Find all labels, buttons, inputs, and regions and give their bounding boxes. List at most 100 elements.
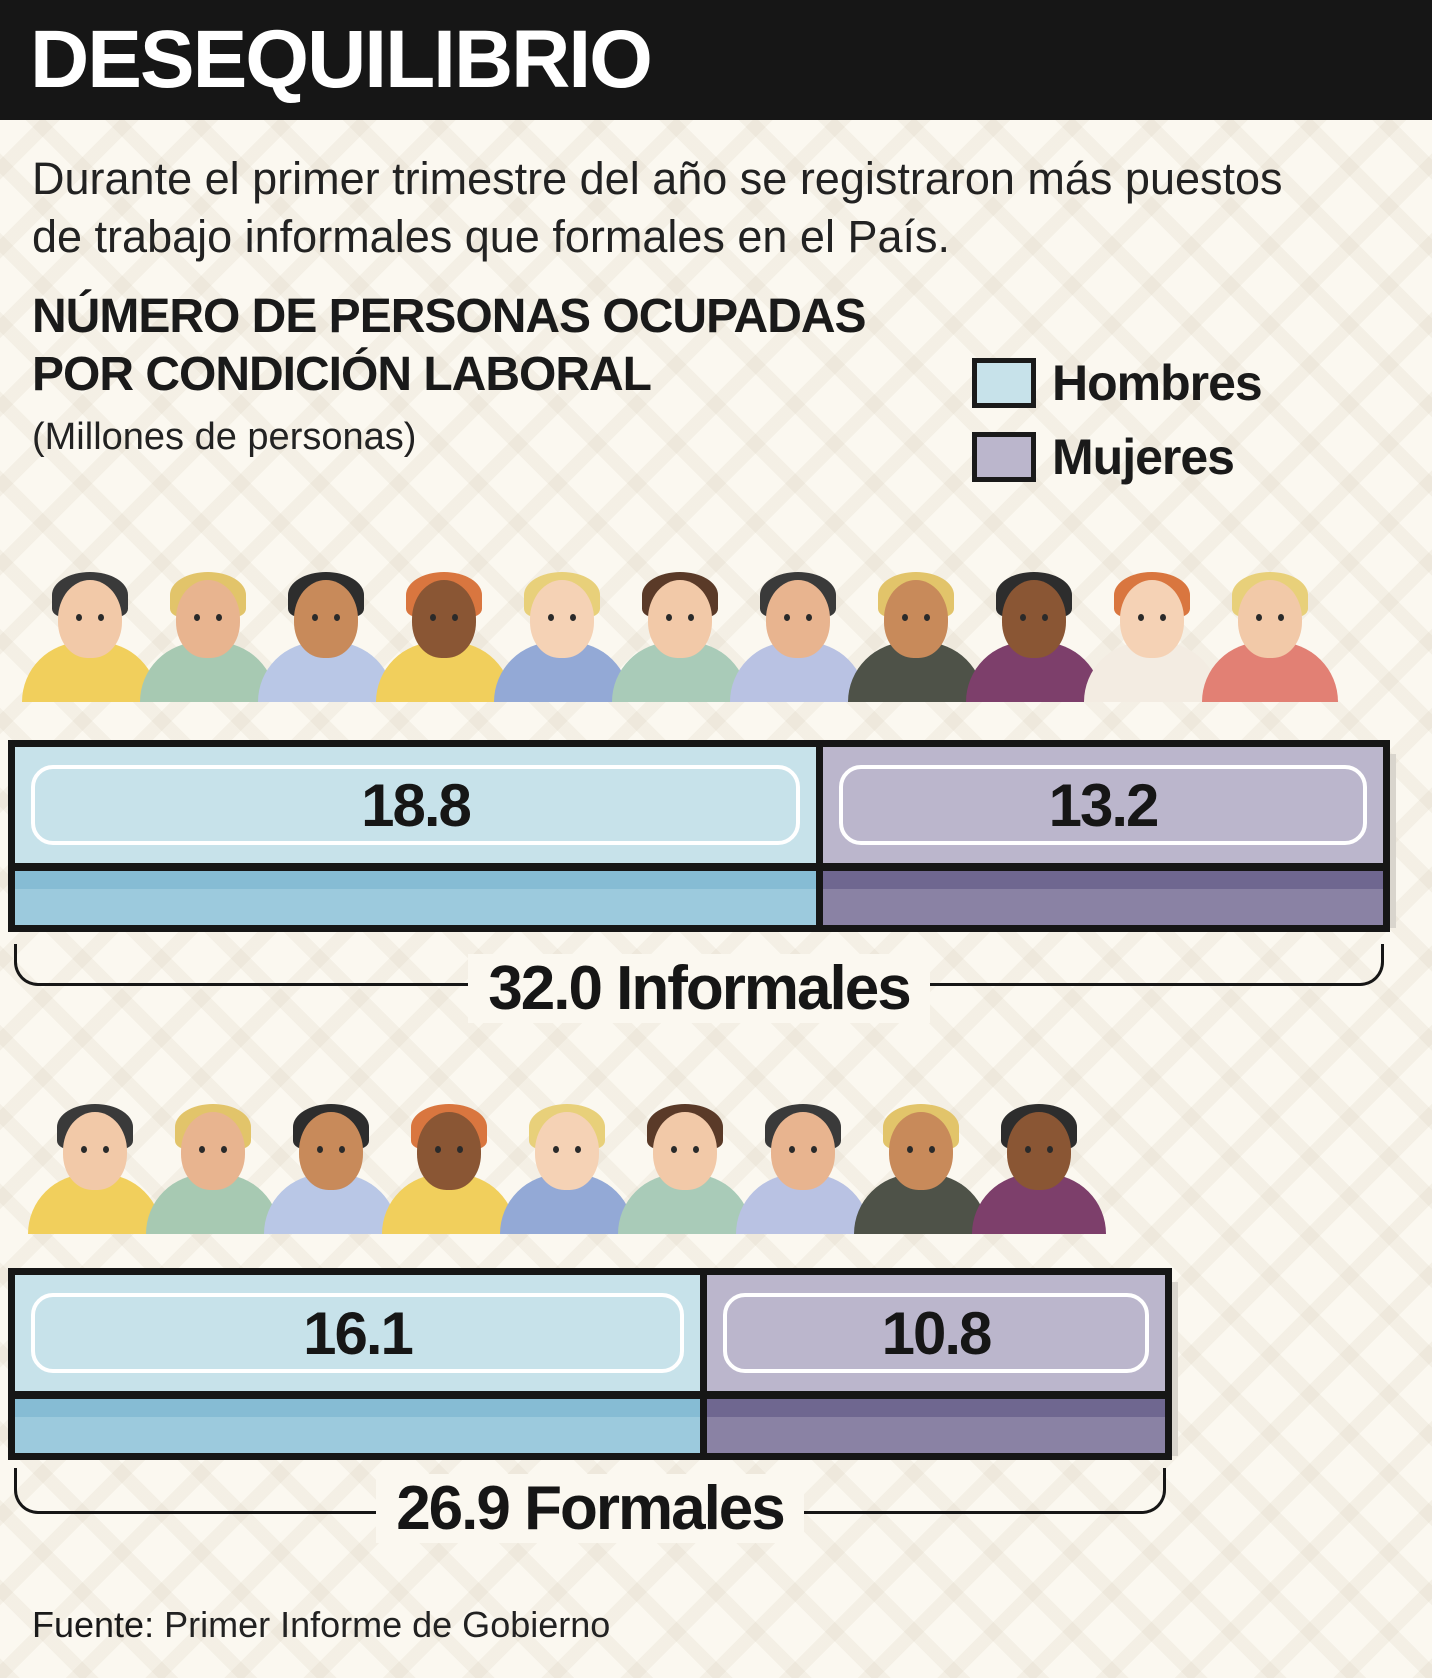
person-figure <box>736 1100 870 1252</box>
bar-group-formales: 16.1 10.8 26.9 Formales <box>0 1268 1432 1543</box>
person-eye <box>339 1146 345 1153</box>
person-eye <box>806 614 812 621</box>
page-title: DESEQUILIBRIO <box>30 14 653 105</box>
person-figure <box>1084 560 1220 720</box>
legend-label-mujeres: Mujeres <box>1052 429 1235 485</box>
person-head <box>771 1112 835 1190</box>
person-head <box>412 580 476 658</box>
person-head <box>63 1112 127 1190</box>
person-eye <box>553 1146 559 1153</box>
person-eye <box>1278 614 1284 621</box>
person-eye <box>98 614 104 621</box>
legend-item-hombres: Hombres <box>972 346 1263 420</box>
intro-text: Durante el primer trimestre del año se r… <box>32 153 1283 262</box>
total-label-formales: 26.9 Formales <box>14 1474 1166 1544</box>
person-figure <box>730 560 866 720</box>
person-head <box>653 1112 717 1190</box>
people-illustration-formales <box>0 1100 1432 1270</box>
person-figure <box>612 560 748 720</box>
people-illustration-informales <box>0 560 1432 746</box>
source-note: Fuente: Primer Informe de Gobierno <box>32 1604 610 1646</box>
legend-item-mujeres: Mujeres <box>972 420 1262 494</box>
person-figure <box>382 1100 516 1252</box>
person-eye <box>575 1146 581 1153</box>
bar-mujeres-informales-stripe <box>823 871 1383 889</box>
person-head <box>1002 580 1066 658</box>
source-text: Primer Informe de Gobierno <box>154 1604 611 1645</box>
person-head <box>535 1112 599 1190</box>
person-eye <box>789 1146 795 1153</box>
person-figure <box>264 1100 398 1252</box>
person-eye <box>1047 1146 1053 1153</box>
person-head <box>1007 1112 1071 1190</box>
source-label: Fuente: <box>32 1604 155 1645</box>
person-figure <box>848 560 984 720</box>
person-eye <box>902 614 908 621</box>
person-eye <box>1042 614 1048 621</box>
person-figure <box>140 560 276 720</box>
bar-mujeres-informales-stripe2 <box>823 889 1383 925</box>
person-eye <box>435 1146 441 1153</box>
person-figure <box>146 1100 280 1252</box>
person-eye <box>312 614 318 621</box>
person-eye <box>199 1146 205 1153</box>
bar-mujeres-informales: 13.2 <box>823 747 1383 925</box>
person-figure <box>972 1100 1106 1252</box>
person-figure <box>500 1100 634 1252</box>
person-eye <box>457 1146 463 1153</box>
person-figure <box>618 1100 752 1252</box>
person-eye <box>907 1146 913 1153</box>
bar-hombres-formales-stripe2 <box>15 1417 700 1453</box>
chart-units: (Millones de personas) <box>32 416 417 458</box>
person-figure <box>494 560 630 720</box>
person-figure <box>966 560 1102 720</box>
chart-title-line2: POR CONDICIÓN LABORAL <box>32 348 652 401</box>
chart-title: NÚMERO DE PERSONAS OCUPADAS POR CONDICIÓ… <box>32 288 932 404</box>
bar-mujeres-formales-stripe2 <box>707 1417 1165 1453</box>
person-head <box>294 580 358 658</box>
total-label-informales-text: 32.0 Informales <box>468 954 930 1023</box>
value-label-hombres-informales: 18.8 <box>31 765 800 845</box>
person-eye <box>103 1146 109 1153</box>
total-label-informales: 32.0 Informales <box>14 954 1384 1024</box>
person-eye <box>929 1146 935 1153</box>
person-head <box>648 580 712 658</box>
bar-hombres-informales-stripe2 <box>15 889 816 925</box>
person-eye <box>430 614 436 621</box>
bar-hombres-formales: 16.1 <box>15 1275 700 1453</box>
value-label-hombres-formales: 16.1 <box>31 1293 684 1373</box>
person-eye <box>1025 1146 1031 1153</box>
person-figure <box>854 1100 988 1252</box>
bar-mujeres-formales: 10.8 <box>707 1275 1165 1453</box>
person-head <box>181 1112 245 1190</box>
value-label-mujeres-informales: 13.2 <box>839 765 1367 845</box>
person-eye <box>452 614 458 621</box>
bar-hombres-formales-stripe <box>15 1399 700 1417</box>
person-eye <box>570 614 576 621</box>
person-eye <box>216 614 222 621</box>
legend: Hombres Mujeres <box>972 346 1263 494</box>
person-figure <box>28 1100 162 1252</box>
person-head <box>766 580 830 658</box>
person-eye <box>666 614 672 621</box>
person-eye <box>784 614 790 621</box>
legend-label-hombres: Hombres <box>1052 355 1263 411</box>
person-eye <box>811 1146 817 1153</box>
person-eye <box>548 614 554 621</box>
bar-hombres-informales: 18.8 <box>15 747 816 925</box>
person-eye <box>81 1146 87 1153</box>
person-eye <box>1160 614 1166 621</box>
person-eye <box>924 614 930 621</box>
person-eye <box>1020 614 1026 621</box>
person-eye <box>693 1146 699 1153</box>
person-figure <box>258 560 394 720</box>
person-head <box>176 580 240 658</box>
person-eye <box>688 614 694 621</box>
bar-mujeres-formales-stripe <box>707 1399 1165 1417</box>
person-eye <box>1138 614 1144 621</box>
person-eye <box>194 614 200 621</box>
person-head <box>1120 580 1184 658</box>
legend-swatch-mujeres <box>972 432 1036 482</box>
person-head <box>889 1112 953 1190</box>
total-label-formales-text: 26.9 Formales <box>376 1474 804 1543</box>
